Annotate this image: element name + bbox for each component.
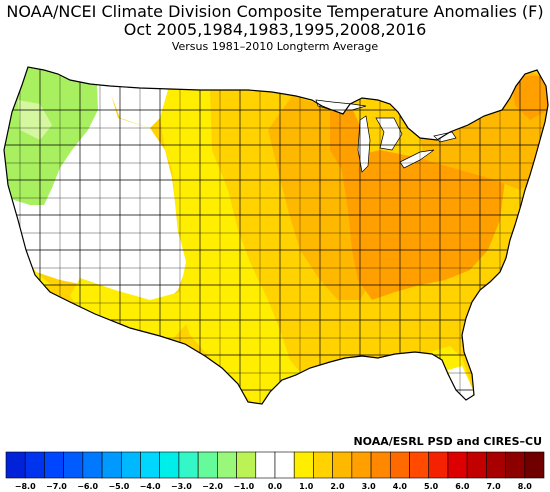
legend-tick-label: 5.0: [424, 482, 439, 491]
legend-tick-label: −8.0: [15, 482, 36, 491]
legend-color-bin: [82, 451, 103, 479]
map-region-northwest-green: [4, 67, 98, 205]
map-region-south-florida-white: [448, 366, 474, 404]
legend-tick-label: 3.0: [362, 482, 377, 491]
legend-color-bin: [428, 451, 449, 479]
legend-color-bin: [236, 451, 257, 479]
us-climate-division-map: [3, 66, 549, 405]
legend-tick-label: −6.0: [77, 482, 98, 491]
division-sub-boundaries: [4, 67, 548, 404]
us-outline: [3, 66, 549, 405]
legend-color-bin: [140, 451, 161, 479]
legend-color-bin: [255, 451, 276, 479]
legend-color-bin: [505, 451, 526, 479]
legend-color-bin: [332, 451, 353, 479]
legend-color-bin: [5, 451, 26, 479]
color-scale-legend: −8.0 −7.0 −6.0 −5.0 −4.0 −3.0 −2.0 −1.0 0.0 1.0 2.…: [5, 451, 545, 491]
legend-tick-label: 6.0: [455, 482, 470, 491]
legend-color-bin: [466, 451, 487, 479]
legend-color-bin: [293, 451, 314, 479]
legend-tick-label: −5.0: [108, 482, 129, 491]
legend-color-bin: [217, 451, 237, 479]
legend-tick-label: 4.0: [393, 482, 408, 491]
legend-color-bin: [389, 451, 410, 479]
legend-color-bin: [447, 451, 468, 479]
data-credit: NOAA/ESRL PSD and CIRES–CU: [353, 435, 542, 448]
legend-color-bin: [409, 451, 430, 479]
map-title: NOAA/NCEI Climate Division Composite Tem…: [6, 2, 544, 21]
legend-tick-label: 7.0: [486, 482, 501, 491]
lake-huron: [375, 117, 403, 151]
legend-color-bin: [178, 451, 199, 479]
legend-color-bin: [44, 451, 64, 479]
legend-color-bin: [197, 451, 218, 479]
map-subtitle-years: Oct 2005,1984,1983,1995,2008,2016: [123, 20, 427, 39]
lake-michigan: [357, 115, 371, 173]
legend-color-bin: [313, 451, 333, 479]
legend-tick-label: 1.0: [299, 482, 314, 491]
map-region-wisconsin-dark-orange: [330, 108, 362, 170]
map-region-maine-dark-orange: [510, 76, 548, 120]
legend-tick-label: −1.0: [233, 482, 254, 491]
legend-color-bin: [159, 451, 180, 479]
map-region-northern-rockies-white: [96, 67, 168, 128]
map-subtitle-baseline: Versus 1981–2010 Longterm Average: [171, 40, 379, 53]
map-region-ohio-valley-dark-orange: [340, 150, 505, 300]
legend-tick-label: −7.0: [46, 482, 67, 491]
legend-color-bin: [120, 451, 141, 479]
legend-color-bin: [101, 451, 122, 479]
legend-tick-label: 2.0: [330, 482, 345, 491]
legend-tick-label: 8.0: [518, 482, 533, 491]
legend-color-bin: [524, 451, 545, 479]
legend-color-bin: [486, 451, 506, 479]
legend-tick-label: −4.0: [140, 482, 161, 491]
legend-color-bin: [274, 451, 295, 479]
legend-color-bin: [370, 451, 391, 479]
legend-color-bin: [63, 451, 84, 479]
legend-tick-label: −2.0: [202, 482, 223, 491]
legend-tick-label: −3.0: [171, 482, 192, 491]
lake-erie: [399, 149, 435, 169]
legend-color-bin: [24, 451, 45, 479]
legend-tick-label: 0.0: [268, 482, 283, 491]
legend-color-bin: [351, 451, 372, 479]
